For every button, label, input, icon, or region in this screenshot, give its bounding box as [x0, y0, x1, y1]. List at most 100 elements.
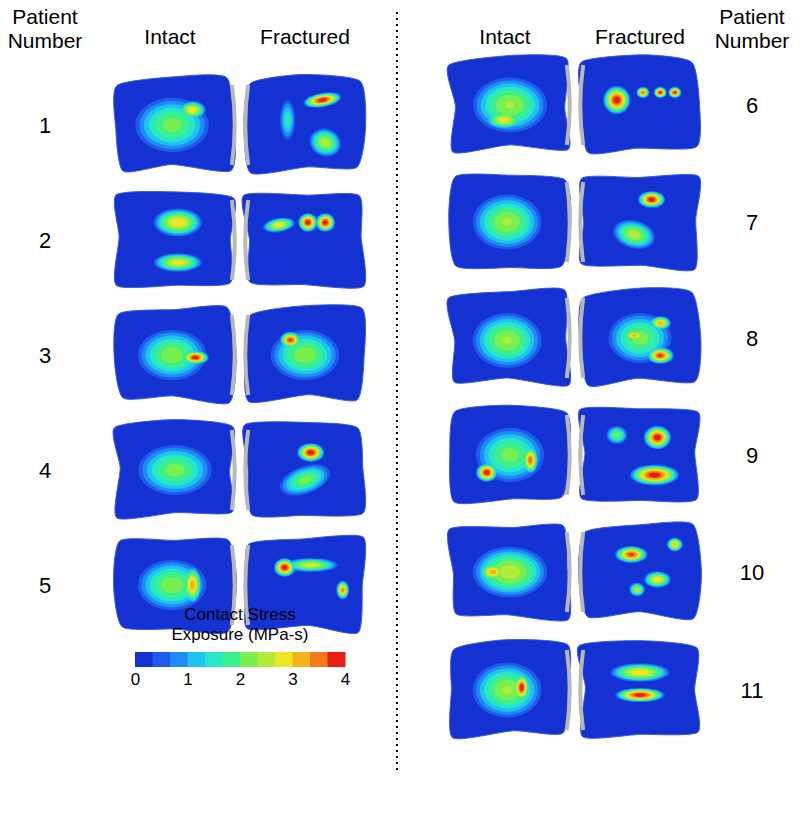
contour-group: [138, 560, 207, 610]
contour-band: [315, 213, 335, 232]
contour-band: [494, 330, 520, 350]
contour-band: [609, 92, 624, 108]
contour-band: [304, 448, 317, 457]
contour-band: [638, 191, 666, 208]
contour-band: [653, 351, 667, 360]
contour-band: [620, 549, 642, 560]
contour-band: [673, 543, 676, 546]
contour-band: [671, 89, 679, 96]
contour-band: [634, 466, 675, 483]
contour-band: [497, 116, 512, 124]
contour-band: [158, 255, 199, 271]
contour-band: [322, 219, 329, 226]
colorbar-bin: [153, 652, 171, 667]
surface: [449, 174, 571, 269]
edge-strip: [232, 315, 235, 395]
contour-band: [484, 566, 501, 577]
contour-band: [650, 575, 665, 584]
contour-band: [528, 457, 532, 463]
edge-strip: [567, 532, 570, 612]
contour-band: [650, 349, 671, 362]
figure: PatientNumberPatientNumberIntactFracture…: [0, 0, 800, 834]
contour-band: [654, 87, 667, 98]
contour-band: [623, 690, 657, 700]
panel-intact: [114, 192, 235, 288]
contour-band: [629, 583, 645, 597]
contour-band: [162, 257, 193, 269]
contour-band: [476, 428, 544, 482]
contour-band: [641, 469, 668, 480]
contour-band: [190, 355, 200, 360]
contour-band: [299, 214, 317, 231]
contour-band: [141, 563, 202, 608]
contour-band: [156, 254, 201, 271]
patient-number: 5: [39, 573, 51, 598]
contour-band: [320, 217, 331, 227]
contour-band: [308, 450, 315, 455]
contour-band: [605, 87, 629, 112]
patient-number: 9: [746, 443, 758, 468]
contour-band: [155, 342, 190, 367]
contour-band: [308, 93, 336, 107]
contour-band: [668, 539, 682, 551]
surface: [579, 175, 700, 271]
colorbar-axis: 01234: [131, 667, 350, 689]
contour-band: [492, 114, 516, 126]
contour-band: [158, 458, 193, 482]
patient-number: 7: [746, 210, 758, 235]
contour-band: [276, 560, 293, 574]
panel-fractured: [579, 175, 700, 271]
surface: [450, 405, 571, 503]
contour-group: [135, 98, 209, 152]
contour-band: [658, 321, 664, 325]
contour-band: [654, 87, 666, 98]
contour-band: [278, 562, 292, 574]
contour-band: [269, 220, 288, 231]
contour-band: [606, 426, 627, 444]
surface: [578, 55, 700, 154]
contour-band: [484, 204, 530, 241]
contour-band: [652, 576, 664, 583]
colorbar-tick: 4: [341, 667, 350, 689]
contour-band: [480, 467, 494, 479]
contour-band: [620, 223, 648, 245]
panel-intact: [114, 306, 236, 404]
contour-band: [306, 124, 346, 161]
contour-band: [473, 195, 542, 250]
contour-band: [318, 216, 332, 229]
surface: [450, 640, 571, 739]
edge-strip: [232, 85, 235, 165]
contour-band: [186, 574, 198, 597]
contour-band: [311, 94, 333, 105]
contour-band: [644, 195, 659, 204]
contour-band: [138, 330, 207, 380]
contour-band: [494, 212, 520, 232]
contour-band: [646, 471, 664, 479]
contour-band: [638, 88, 648, 96]
contour-band: [628, 332, 641, 339]
contour-band: [316, 134, 334, 151]
contour-band: [311, 129, 339, 155]
contour-band: [520, 684, 524, 691]
contour-band: [637, 87, 649, 98]
contour-group: [603, 86, 681, 114]
contour-band: [337, 582, 348, 598]
contour-band: [619, 548, 644, 561]
contour-band: [481, 467, 493, 477]
colorbar-bin: [258, 652, 276, 667]
contour-band: [302, 447, 319, 459]
contour-band: [624, 551, 638, 558]
contour-band: [671, 89, 678, 95]
colorbar-bin: [223, 652, 241, 667]
panel-fractured: [577, 641, 699, 739]
contour-group: [615, 537, 683, 596]
contour-band: [644, 571, 671, 588]
contour-band: [640, 192, 663, 206]
panel-fractured: [243, 422, 366, 517]
contour-band: [187, 353, 204, 362]
colorbar-title: Exposure (MPa-s): [172, 625, 309, 644]
contour-band: [614, 433, 620, 438]
contour-band: [654, 577, 662, 582]
panel-intact: [447, 55, 570, 153]
contour-band: [630, 465, 680, 486]
